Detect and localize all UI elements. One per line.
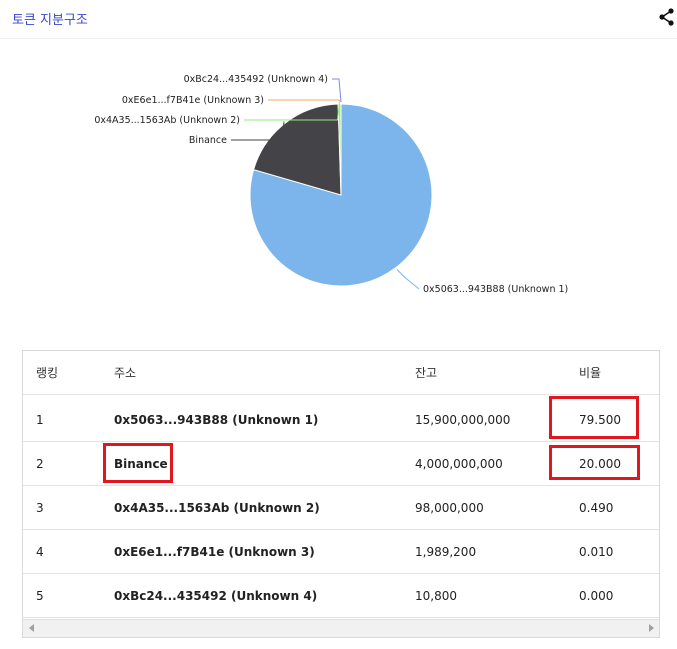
pie-slice-label: 0x4A35...1563Ab (Unknown 2)	[94, 115, 240, 126]
holders-table: 랭킹 주소 잔고 비율 1 0x5063...943B88 (Unknown 1…	[22, 350, 660, 638]
scroll-right-arrow-icon[interactable]	[649, 624, 654, 632]
pie-label: 0x5063...943B88 (Unknown 1)	[396, 269, 568, 295]
pie-slice-label: 0xBc24...435492 (Unknown 4)	[184, 74, 328, 85]
share-icon[interactable]	[657, 7, 677, 27]
address-cell[interactable]: Binance	[114, 457, 168, 471]
header-ratio: 비율	[579, 366, 602, 380]
ratio-cell: 79.500	[579, 413, 621, 427]
pie-slice[interactable]	[252, 103, 342, 196]
rank-cell: 5	[36, 589, 44, 603]
balance-cell: 15,900,000,000	[415, 413, 511, 427]
ratio-cell: 0.000	[579, 589, 614, 603]
balance-cell: 1,989,200	[415, 545, 477, 559]
address-cell[interactable]: 0xBc24...435492 (Unknown 4)	[114, 589, 318, 603]
table-row: 1 0x5063...943B88 (Unknown 1) 15,900,000…	[23, 398, 659, 442]
table-row: 2 Binance 4,000,000,000 20.000	[23, 442, 659, 486]
section-header: 토큰 지분구조	[0, 0, 677, 39]
horizontal-scrollbar[interactable]	[23, 619, 659, 637]
table-row: 4 0xE6e1...f7B41e (Unknown 3) 1,989,200 …	[23, 530, 659, 574]
ratio-cell: 0.490	[579, 501, 614, 515]
rank-cell: 4	[36, 545, 44, 559]
table-row: 3 0x4A35...1563Ab (Unknown 2) 98,000,000…	[23, 486, 659, 530]
table-row: 5 0xBc24...435492 (Unknown 4) 10,800 0.0…	[23, 574, 659, 618]
pie-chart: 0x5063...943B88 (Unknown 1) Binance 0x4A35…	[94, 74, 568, 295]
header-balance: 잔고	[415, 366, 438, 380]
pie-label: Binance	[189, 121, 285, 146]
ratio-cell: 20.000	[579, 457, 621, 471]
header-rank: 랭킹	[36, 366, 59, 380]
pie-slice-label: Binance	[189, 135, 227, 146]
rank-cell: 2	[36, 457, 44, 471]
pie-slice-label: 0x5063...943B88 (Unknown 1)	[423, 284, 568, 295]
pie-label: 0xE6e1...f7B41e (Unknown 3)	[122, 95, 342, 106]
pie-slice-label: 0xE6e1...f7B41e (Unknown 3)	[122, 95, 264, 106]
rank-cell: 1	[36, 413, 44, 427]
ratio-cell: 0.010	[579, 545, 614, 559]
table-header-row: 랭킹 주소 잔고 비율	[23, 351, 659, 395]
balance-cell: 98,000,000	[415, 501, 484, 515]
address-cell[interactable]: 0xE6e1...f7B41e (Unknown 3)	[114, 545, 315, 559]
pie-label: 0xBc24...435492 (Unknown 4)	[184, 74, 342, 103]
address-cell[interactable]: 0x5063...943B88 (Unknown 1)	[114, 413, 319, 427]
balance-cell: 4,000,000,000	[415, 457, 503, 471]
scroll-left-arrow-icon[interactable]	[29, 624, 34, 632]
rank-cell: 3	[36, 501, 44, 515]
header-address: 주소	[114, 366, 137, 380]
section-title: 토큰 지분구조	[12, 13, 88, 28]
balance-cell: 10,800	[415, 589, 457, 603]
pie-label: 0x4A35...1563Ab (Unknown 2)	[94, 101, 341, 126]
address-cell[interactable]: 0x4A35...1563Ab (Unknown 2)	[114, 501, 320, 515]
